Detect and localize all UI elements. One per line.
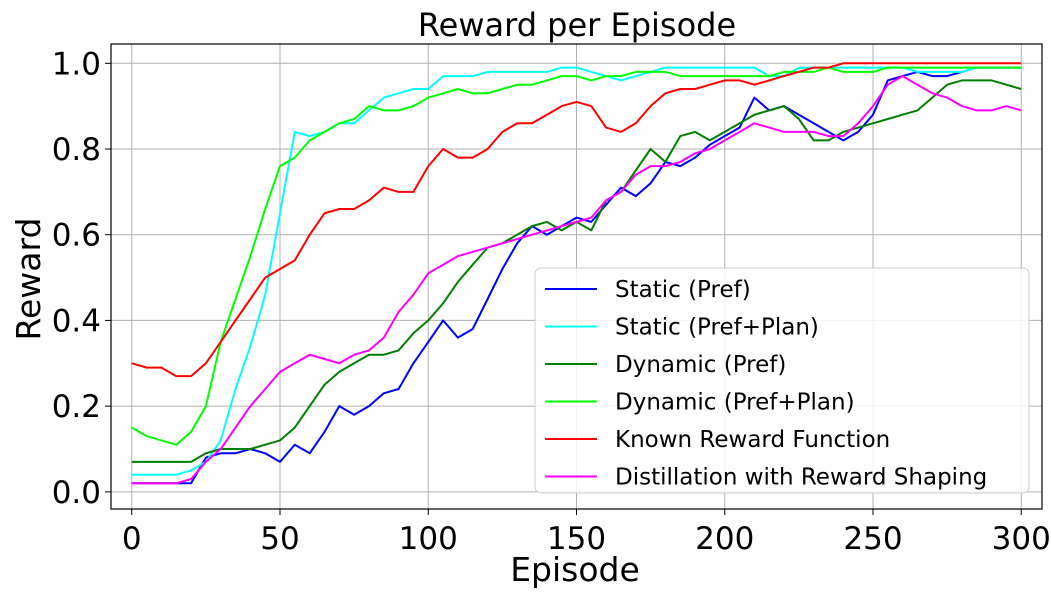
x-tick-label: 300 — [992, 521, 1051, 557]
series-line-known-reward-function — [131, 62, 1022, 378]
legend-label-dynamic-pref: Dynamic (Pref) — [615, 352, 786, 378]
y-tick-label: 0.4 — [52, 303, 101, 339]
series-line-static-pref-plan — [131, 66, 1022, 476]
x-tick-label: 150 — [547, 521, 606, 557]
x-tick-label: 0 — [122, 521, 142, 557]
x-tick-label: 100 — [399, 521, 458, 557]
y-tick-label: 1.0 — [52, 46, 101, 82]
tick-layer: 0 50 100 150 200 250 300 0.0 0.2 0.4 0.6 0.8 1.0 — [52, 46, 1051, 557]
x-axis-title: Episode — [510, 550, 640, 589]
chart-title: Reward per Episode — [418, 6, 736, 44]
y-tick-label: 0.6 — [52, 218, 101, 254]
legend-box — [534, 267, 1030, 494]
legend-label-static-pref-plan: Static (Pref+Plan) — [615, 315, 819, 341]
y-axis-title: Reward — [9, 218, 48, 341]
series-layer — [131, 62, 1022, 485]
series-line-static-pref — [131, 66, 1022, 485]
legend-items: Static (Pref) Static (Pref+Plan) Dynamic (… — [545, 277, 987, 491]
legend-label-known-reward-function: Known Reward Function — [615, 427, 890, 453]
x-tick-label: 250 — [843, 521, 902, 557]
series-line-dynamic-pref-plan — [131, 66, 1022, 446]
legend-label-dynamic-pref-plan: Dynamic (Pref+Plan) — [615, 390, 855, 416]
y-tick-label: 0.8 — [52, 132, 101, 168]
y-tick-label: 0.2 — [52, 389, 101, 425]
legend: Static (Pref) Static (Pref+Plan) Dynamic (… — [534, 267, 1030, 494]
legend-label-static-pref: Static (Pref) — [615, 277, 751, 303]
series-line-distillation-with-reward-shaping — [131, 75, 1022, 485]
x-tick-label: 200 — [695, 521, 754, 557]
legend-label-distillation-with-reward-shaping: Distillation with Reward Shaping — [615, 465, 987, 491]
x-tick-label: 50 — [260, 521, 299, 557]
y-tick-label: 0.0 — [52, 475, 101, 511]
